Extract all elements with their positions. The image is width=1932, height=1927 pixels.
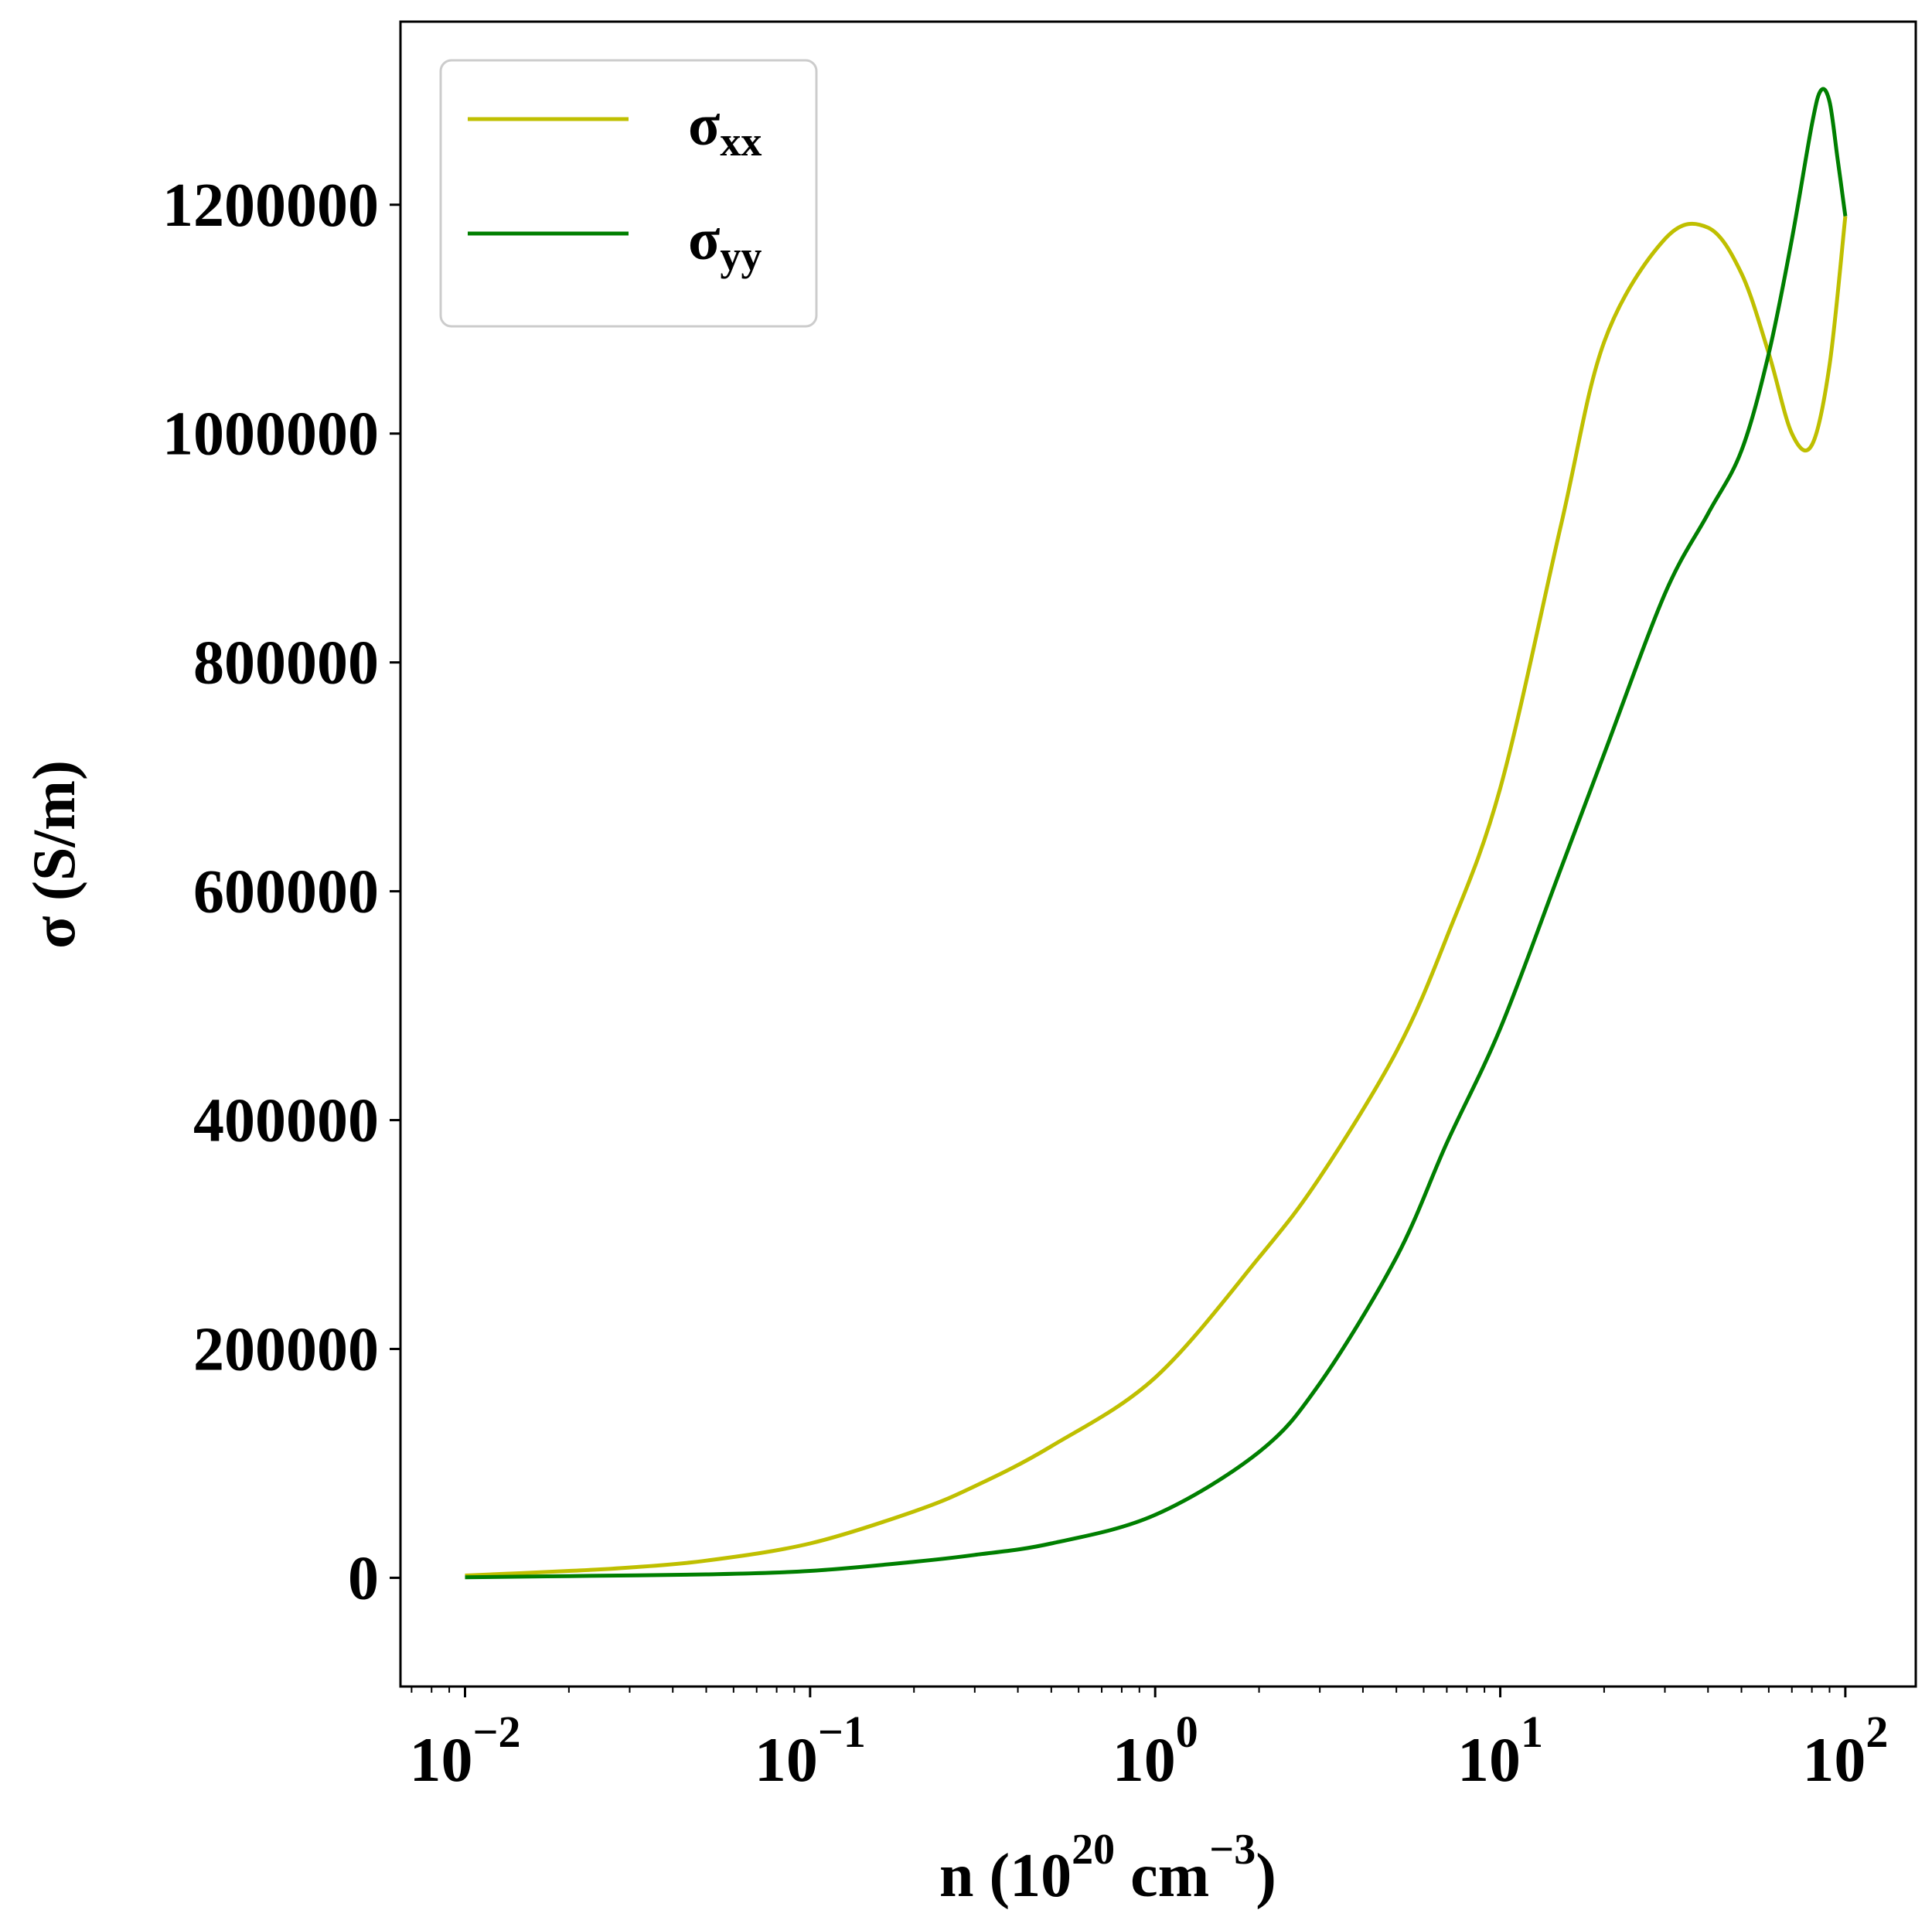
y-tick-label-6: 1200000 bbox=[162, 172, 379, 240]
x-axis-title-exp2: −3 bbox=[1209, 1826, 1256, 1874]
y-tick-label-1: 200000 bbox=[193, 1315, 379, 1383]
series-layer bbox=[465, 87, 1848, 1580]
x-axis-title-base: n (10 bbox=[939, 1842, 1072, 1910]
y-tick-label-5: 1000000 bbox=[162, 401, 379, 469]
legend-label-sxx: σxx bbox=[688, 93, 762, 165]
legend: σxx σyy bbox=[439, 59, 818, 328]
x-axis-title: n (1020 cm−3) bbox=[939, 1826, 1276, 1910]
x-axis-title-end: ) bbox=[1256, 1842, 1276, 1910]
legend-label-syy: σyy bbox=[688, 207, 762, 279]
x-tick-label-3: 101 bbox=[1457, 1707, 1543, 1795]
y-tick-label-3: 600000 bbox=[193, 858, 379, 926]
x-tick-label-1: 10−1 bbox=[755, 1707, 866, 1795]
series-line-syy bbox=[465, 87, 1848, 1580]
y-tick-label-2: 400000 bbox=[193, 1087, 379, 1155]
y-axis-ticks: 0 200000 400000 600000 800000 1000000 1200000 bbox=[162, 172, 400, 1612]
x-axis-title-mid: cm bbox=[1115, 1842, 1209, 1910]
x-tick-label-2: 100 bbox=[1113, 1707, 1198, 1795]
x-axis-ticks: 10−2 10−1 100 101 102 bbox=[409, 1687, 1888, 1795]
series-line-sxx bbox=[465, 216, 1848, 1577]
y-tick-label-4: 800000 bbox=[193, 629, 379, 697]
x-axis-title-exp1: 20 bbox=[1072, 1826, 1115, 1874]
legend-box bbox=[439, 59, 818, 328]
x-tick-label-0: 10−2 bbox=[409, 1707, 520, 1795]
y-axis-title: σ (S/m) bbox=[20, 760, 87, 949]
x-tick-label-4: 102 bbox=[1802, 1707, 1888, 1795]
y-tick-label-0: 0 bbox=[348, 1544, 379, 1612]
